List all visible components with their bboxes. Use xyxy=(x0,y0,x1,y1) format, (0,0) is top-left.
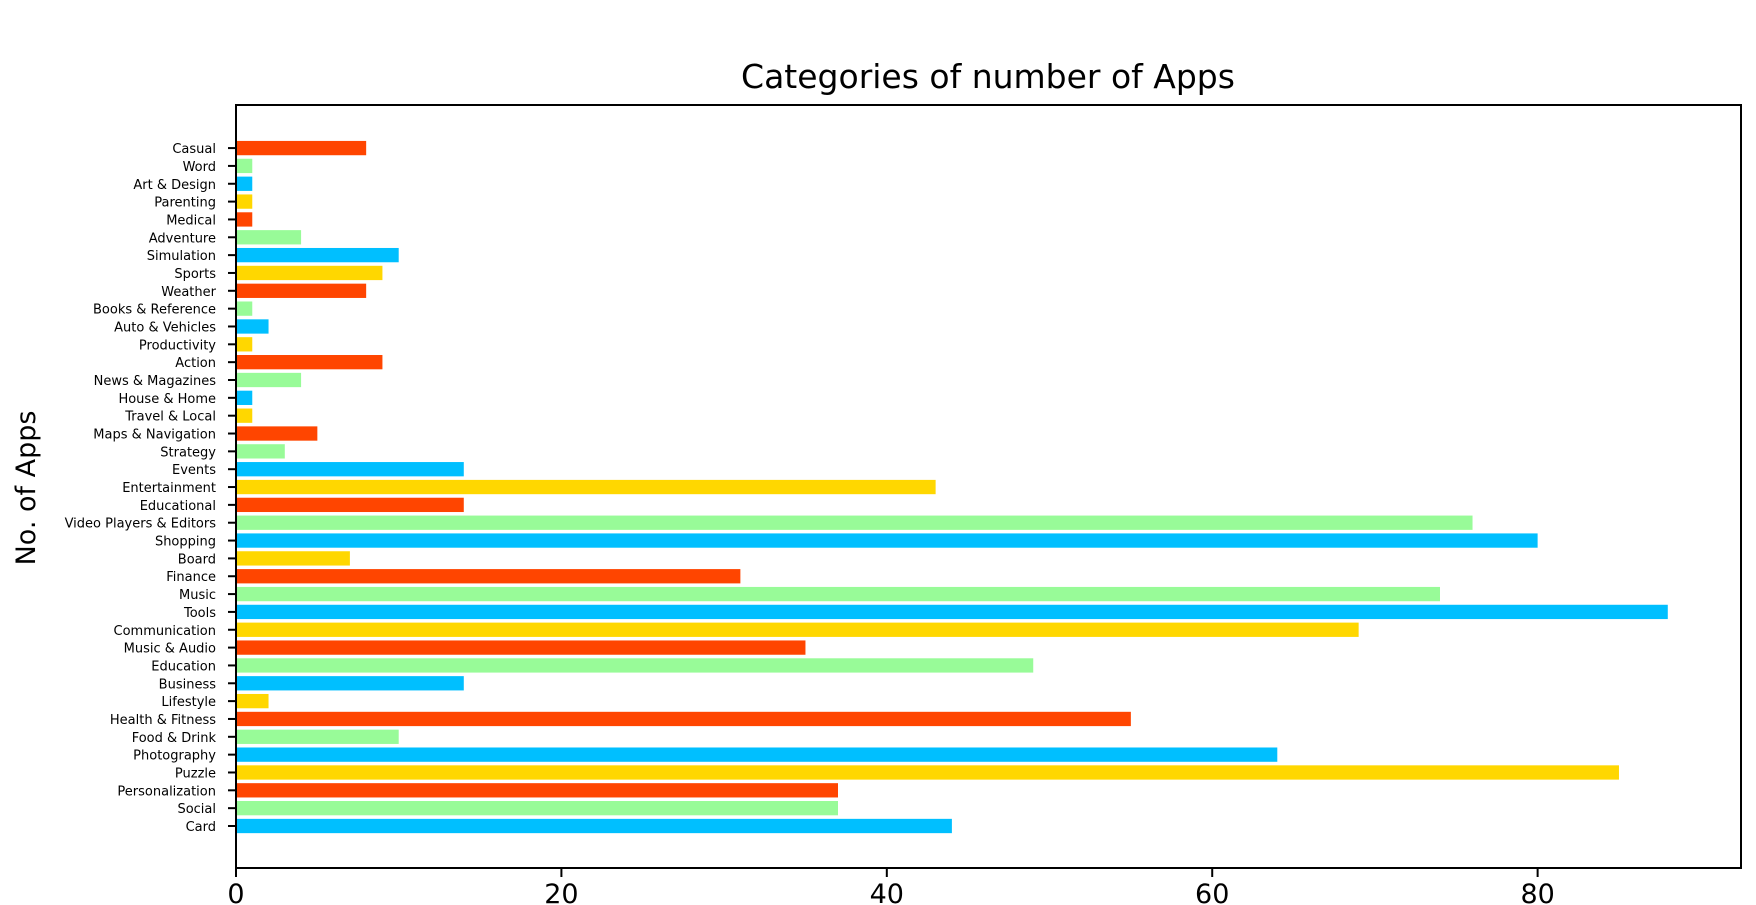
bar-photography xyxy=(236,747,1278,762)
bar-art-design xyxy=(236,176,253,191)
bar-entertainment xyxy=(236,479,936,495)
bar-shopping xyxy=(236,533,1538,548)
y-tick-label: Weather xyxy=(161,285,216,300)
bar-news-magazines xyxy=(236,372,302,388)
y-tick-label: Medical xyxy=(166,213,216,228)
bar-board xyxy=(236,551,350,566)
bar-puzzle xyxy=(236,765,1619,780)
bar-education xyxy=(236,658,1034,673)
x-tick-label: 0 xyxy=(227,879,244,905)
y-tick-label: Puzzle xyxy=(175,766,216,781)
bar-events xyxy=(236,462,464,477)
bar-action xyxy=(236,355,383,370)
y-tick-label: Adventure xyxy=(149,231,216,246)
y-tick-label: Health & Fitness xyxy=(110,713,216,728)
bar-weather xyxy=(236,283,367,298)
y-tick-label: Art & Design xyxy=(133,178,216,193)
x-tick-label: 40 xyxy=(870,879,904,905)
plot-frame xyxy=(235,104,1742,869)
y-tick-label: Lifestyle xyxy=(161,695,216,710)
y-tick-label: Personalization xyxy=(117,784,216,799)
bar-simulation xyxy=(236,247,399,263)
y-tick-label: Business xyxy=(159,677,217,692)
bar-tools xyxy=(236,604,1668,620)
bar-travel-local xyxy=(236,408,253,423)
y-tick-label: Photography xyxy=(133,749,216,764)
bar-house-home xyxy=(236,390,253,405)
bar-business xyxy=(236,676,464,691)
y-tick-label: Casual xyxy=(172,142,216,157)
y-tick-label: Educational xyxy=(140,499,216,514)
bar-casual xyxy=(236,140,367,156)
y-tick-label: News & Magazines xyxy=(94,374,217,389)
x-tick-label: 60 xyxy=(1195,879,1229,905)
y-tick-label: Strategy xyxy=(160,445,216,460)
bar-lifestyle xyxy=(236,693,269,709)
y-tick-label: Board xyxy=(178,552,216,567)
y-tick-label: Entertainment xyxy=(122,481,216,496)
y-tick-label: Card xyxy=(186,820,216,835)
y-tick-label: Food & Drink xyxy=(132,731,217,746)
bar-personalization xyxy=(236,783,838,798)
bar-social xyxy=(236,801,838,816)
y-tick-label: Music & Audio xyxy=(124,642,216,657)
y-tick-label: Shopping xyxy=(155,535,216,550)
bar-maps-navigation xyxy=(236,426,318,441)
y-tick-label: Finance xyxy=(166,570,216,585)
bar-parenting xyxy=(236,194,253,209)
bar-books-reference xyxy=(236,301,253,316)
bar-auto-vehicles xyxy=(236,319,269,334)
y-axis-label: No. of Apps xyxy=(11,411,42,566)
y-tick-label: Social xyxy=(177,802,216,817)
x-tick-label: 20 xyxy=(544,879,578,905)
chart-title: Categories of number of Apps xyxy=(741,57,1235,96)
y-tick-label: Video Players & Editors xyxy=(65,517,217,532)
y-tick-label: Sports xyxy=(174,267,216,282)
y-tick-label: Education xyxy=(151,659,216,674)
bar-video-players-editors xyxy=(236,515,1473,530)
bar-strategy xyxy=(236,444,285,459)
x-tick-label: 80 xyxy=(1520,879,1554,905)
bar-food-drink xyxy=(236,729,399,744)
bar-productivity xyxy=(236,337,253,352)
y-tick-label: Books & Reference xyxy=(93,303,216,318)
bar-educational xyxy=(236,497,464,513)
bar-adventure xyxy=(236,230,302,245)
bar-card xyxy=(236,818,952,834)
bar-music xyxy=(236,586,1440,602)
x-ticks-group: 0 20 40 60 80 xyxy=(227,868,1555,905)
y-tick-label: Tools xyxy=(183,606,216,621)
y-tick-label: Auto & Vehicles xyxy=(114,320,216,335)
y-ticks-group: Card Social Personalization Puzzle Photograp… xyxy=(65,142,236,835)
y-tick-label: Maps & Navigation xyxy=(93,428,216,443)
y-tick-label: Travel & Local xyxy=(124,410,216,425)
y-tick-label: Word xyxy=(183,160,216,175)
bar-communication xyxy=(236,622,1359,637)
y-tick-label: Communication xyxy=(114,624,216,639)
bar-medical xyxy=(236,212,253,227)
bar-sports xyxy=(236,265,383,281)
bar-music-audio xyxy=(236,640,806,655)
y-tick-label: House & Home xyxy=(118,392,216,407)
y-tick-label: Music xyxy=(179,588,216,603)
y-tick-label: Action xyxy=(175,356,216,371)
bar-health-fitness xyxy=(236,711,1131,727)
y-tick-label: Parenting xyxy=(154,196,216,211)
y-tick-label: Simulation xyxy=(147,249,216,264)
y-tick-label: Events xyxy=(172,463,216,478)
bars-group xyxy=(236,140,1668,834)
y-tick-label: Productivity xyxy=(139,338,216,353)
bar-word xyxy=(236,158,253,174)
bar-finance xyxy=(236,569,741,584)
